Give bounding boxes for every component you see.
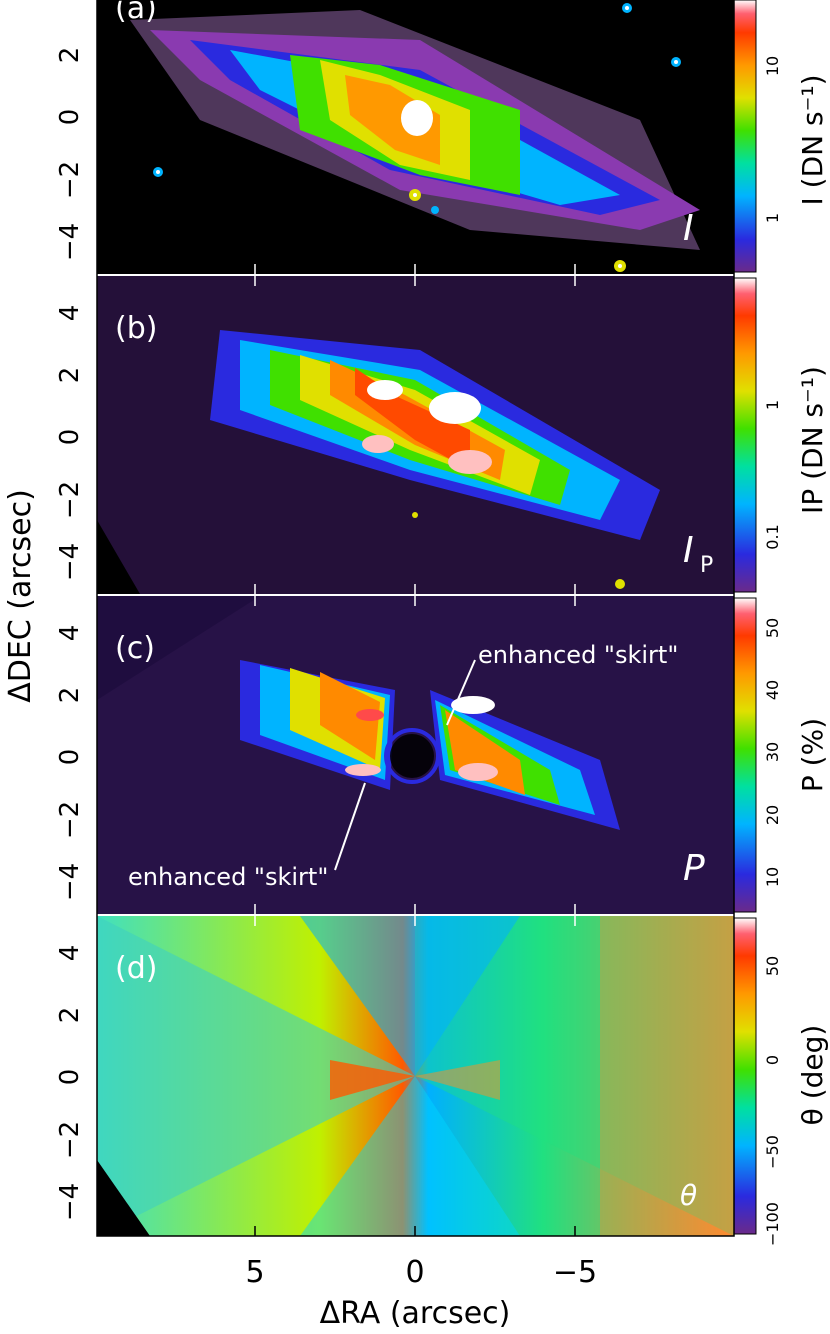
panel-a: [97, 0, 734, 274]
polarized-intensity-map: [210, 330, 660, 540]
cbar-a-tick-10: 10: [763, 56, 782, 76]
map-labels: I I P P θ: [680, 208, 713, 1212]
y-tick-a-2: 2: [55, 47, 85, 64]
map-label-c: P: [683, 848, 705, 889]
y-tick-c-0: 0: [55, 749, 85, 766]
y-tick-d-m2: −2: [55, 1121, 85, 1159]
y-tick-d-4: 4: [55, 945, 85, 962]
cbar-d-tick-0: 0: [763, 1055, 782, 1065]
colorbar-d: [733, 917, 757, 1235]
map-label-b-sub: P: [700, 553, 713, 578]
y-tick-b-m2: −2: [55, 481, 85, 519]
colorbar-titles: I (DN s⁻¹) IP (DN s⁻¹) P (%) θ (deg): [796, 74, 829, 1125]
annotation-lower: enhanced "skirt": [128, 863, 328, 891]
colorbar-a: [733, 0, 757, 273]
x-axis-label: ΔRA (arcsec): [320, 1296, 511, 1331]
annotation-line-lower: [334, 782, 366, 871]
y-axis-label: ΔDEC (arcsec): [3, 489, 38, 703]
y-tick-c-2: 2: [55, 687, 85, 704]
y-tick-b-4: 4: [55, 305, 85, 322]
cbar-c-tick-30: 30: [763, 742, 782, 762]
y-tick-b-m4: −4: [55, 543, 85, 581]
y-tick-labels-c: 4 2 0 −2 −4: [55, 625, 85, 901]
y-tick-labels-d: 4 2 0 −2 −4: [55, 945, 85, 1221]
y-tick-b-0: 0: [55, 429, 85, 446]
panel-tick-marks: [254, 264, 576, 926]
map-label-d: θ: [680, 1179, 697, 1212]
map-label-b: I: [683, 530, 694, 571]
cbar-c-title: P (%): [796, 718, 829, 792]
plot-frame: [96, 0, 735, 1237]
cbar-d-tick-50: 50: [763, 956, 782, 976]
y-tick-d-2: 2: [55, 1007, 85, 1024]
y-tick-d-m4: −4: [55, 1183, 85, 1221]
polarization-degree-map: [240, 660, 620, 830]
cbar-b-tick-01: 0.1: [763, 524, 782, 549]
central-star: [401, 100, 433, 136]
panel-letters: (a) (b) (c) (d): [115, 0, 157, 986]
cbar-a-tick-1: 1: [763, 213, 782, 223]
cbar-b-title: IP (DN s⁻¹): [796, 366, 829, 514]
y-tick-c-m2: −2: [55, 801, 85, 839]
y-tick-a-m2: −2: [55, 161, 85, 199]
colorbars: [733, 0, 757, 1235]
nebula-intensity-map: [150, 30, 700, 230]
x-axis-ticks: [254, 1226, 576, 1236]
y-tick-c-m4: −4: [55, 863, 85, 901]
cbar-b-tick-1: 1: [763, 400, 782, 410]
y-tick-d-0: 0: [55, 1069, 85, 1086]
cbar-c-tick-10: 10: [763, 867, 782, 887]
cbar-d-title: θ (deg): [796, 1025, 829, 1126]
polarization-angle-map: [97, 916, 734, 1236]
x-tick-m5: −5: [553, 1255, 597, 1290]
panel-d: [97, 916, 734, 1236]
panel-letter-d: (d): [115, 951, 157, 986]
cbar-a-title: I (DN s⁻¹): [796, 74, 829, 205]
field-stars: [153, 3, 681, 272]
x-tick-5: 5: [245, 1255, 264, 1290]
x-tick-0: 0: [405, 1255, 424, 1290]
y-tick-a-m4: −4: [55, 223, 85, 261]
y-tick-c-4: 4: [55, 625, 85, 642]
skirt-annotations: enhanced "skirt" enhanced "skirt": [128, 641, 678, 891]
colorbar-tick-labels: 10 1 1 0.1 50 40 30 20 10 50 0 −50 −100: [763, 56, 782, 1246]
colorbar-c: [733, 597, 757, 913]
y-tick-a-0: 0: [55, 109, 85, 126]
panel-b: [97, 276, 734, 594]
cbar-d-tick-m100: −100: [763, 1202, 782, 1246]
cbar-c-tick-40: 40: [763, 680, 782, 700]
panel-letter-b: (b): [115, 311, 157, 346]
annotation-upper: enhanced "skirt": [478, 641, 678, 669]
cbar-c-tick-20: 20: [763, 805, 782, 825]
y-tick-labels-b: 4 2 0 −2 −4: [55, 305, 85, 581]
cbar-c-tick-50: 50: [763, 618, 782, 638]
cbar-d-tick-m50: −50: [763, 1135, 782, 1169]
panel-letter-a: (a): [115, 0, 157, 26]
y-tick-b-2: 2: [55, 367, 85, 384]
map-label-a: I: [683, 208, 694, 249]
y-tick-labels-a: 2 0 −2 −4: [55, 47, 85, 261]
x-tick-labels: 5 0 −5: [245, 1255, 597, 1290]
annotation-line-upper: [446, 659, 476, 726]
colorbar-b: [733, 277, 757, 593]
panel-letter-c: (c): [115, 631, 155, 666]
panel-c: [97, 596, 734, 914]
